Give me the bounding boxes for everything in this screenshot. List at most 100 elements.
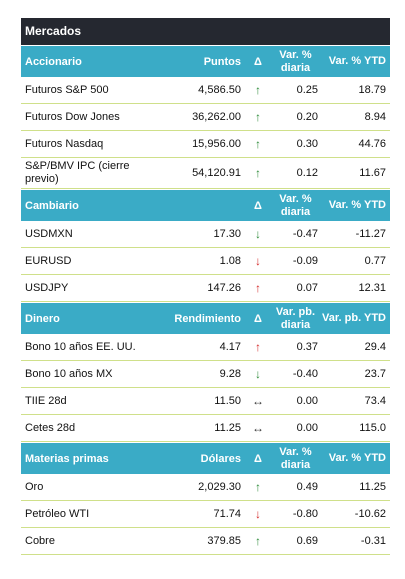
row-var-ytd: 29.4 [364,341,386,353]
row-value: 4,586.50 [198,84,241,96]
column-header-var-ytd: Var. pb. YTD [322,312,386,325]
row-var-ytd: 11.25 [359,481,386,493]
row-value: 54,120.91 [192,167,241,179]
row-var-ytd: 115.0 [359,422,386,434]
row-name: Futuros Nasdaq [25,137,104,150]
section-header: Materias primas Dólares Δ Var. % diaria Var.… [21,442,390,474]
table-row: TIIE 28d 11.50 ↔ 0.00 73.4 [21,388,390,415]
table-row: USDMXN 17.30 ↓ -0.47 -11.27 [21,221,390,248]
table-row: Cobre 379.85 ↑ 0.69 -0.31 [21,528,390,555]
row-var-daily: -0.09 [292,255,318,267]
trend-arrow-icon: ↓ [255,254,261,268]
section-header: Accionario Puntos Δ Var. % diaria Var. % YTD [21,45,390,77]
row-var-ytd: 0.77 [364,255,386,267]
table-row: Bono 10 años MX 9.28 ↓ -0.40 23.7 [21,361,390,388]
row-name: Cetes 28d [25,421,76,434]
row-var-ytd: 44.76 [358,138,386,150]
trend-arrow-icon: ↑ [255,110,261,124]
row-var-ytd: 11.67 [359,167,386,179]
trend-arrow-icon: ↔ [252,394,264,408]
column-header-delta: Δ [254,312,262,325]
section-header: Cambiario Δ Var. % diaria Var. % YTD [21,189,390,221]
trend-arrow-icon: ↑ [255,534,261,548]
trend-arrow-icon: ↑ [255,166,261,180]
trend-arrow-icon: ↑ [255,137,261,151]
row-value: 1.08 [219,255,241,267]
trend-arrow-icon: ↓ [255,227,261,241]
row-var-ytd: 8.94 [364,111,386,123]
row-value: 36,262.00 [192,111,241,123]
row-var-ytd: -10.62 [354,508,386,520]
row-name: Petróleo WTI [25,507,90,520]
row-value: 71.74 [213,508,241,520]
row-name: Futuros S&P 500 [25,83,109,96]
column-header-var-daily: Var. % diaria [279,49,312,74]
sections-container: Accionario Puntos Δ Var. % diaria Var. % YTD… [21,45,390,555]
table-row: Bono 10 años EE. UU. 4.17 ↑ 0.37 29.4 [21,334,390,361]
row-var-daily: 0.69 [296,535,318,547]
row-var-daily: 0.25 [296,84,318,96]
column-header-value: Puntos [203,55,241,68]
row-value: 9.28 [219,368,241,380]
row-var-ytd: -0.31 [360,535,386,547]
column-header-delta: Δ [254,55,262,68]
column-header-var-daily: Var. pb. diaria [275,306,316,331]
row-var-daily: -0.40 [292,368,318,380]
trend-arrow-icon: ↑ [255,340,261,354]
table-title: Mercados [21,18,390,45]
trend-arrow-icon: ↑ [255,480,261,494]
column-header-var-daily: Var. % diaria [279,193,312,218]
row-var-daily: 0.07 [296,282,318,294]
row-value: 11.50 [214,395,241,407]
row-var-daily: -0.47 [292,228,318,240]
section-header: Dinero Rendimiento Δ Var. pb. diaria Var. pb… [21,302,390,334]
trend-arrow-icon: ↓ [255,367,261,381]
column-header-delta: Δ [254,199,262,212]
row-var-ytd: 12.31 [358,282,386,294]
table-row: Oro 2,029.30 ↑ 0.49 11.25 [21,474,390,501]
row-var-ytd: -11.27 [355,228,386,240]
column-header-name: Materias primas [25,452,109,465]
row-name: Oro [25,480,44,493]
row-var-ytd: 23.7 [364,368,386,380]
row-name: USDJPY [25,281,69,294]
row-var-daily: 0.00 [296,395,318,407]
table-row: Futuros Nasdaq 15,956.00 ↑ 0.30 44.76 [21,131,390,158]
column-header-var-ytd: Var. % YTD [328,199,386,212]
column-header-var-daily: Var. % diaria [279,446,312,471]
row-var-ytd: 18.79 [358,84,386,96]
table-row: Petróleo WTI 71.74 ↓ -0.80 -10.62 [21,501,390,528]
column-header-var-ytd: Var. % YTD [328,452,386,465]
trend-arrow-icon: ↑ [255,83,261,97]
trend-arrow-icon: ↑ [255,281,261,295]
column-header-name: Cambiario [25,199,79,212]
row-var-ytd: 73.4 [364,395,386,407]
row-name: Futuros Dow Jones [25,110,120,123]
column-header-name: Dinero [25,312,60,325]
row-value: 4.17 [219,341,241,353]
row-value: 15,956.00 [192,138,241,150]
row-name: Cobre [25,534,55,547]
table-row: USDJPY 147.26 ↑ 0.07 12.31 [21,275,390,302]
column-header-value: Dólares [200,452,241,465]
row-name: Bono 10 años MX [25,367,113,380]
row-var-daily: 0.37 [296,341,318,353]
row-value: 379.85 [207,535,241,547]
row-var-daily: 0.00 [296,422,318,434]
column-header-value: Rendimiento [174,312,241,325]
row-var-daily: 0.12 [296,167,318,179]
table-row: Futuros S&P 500 4,586.50 ↑ 0.25 18.79 [21,77,390,104]
row-value: 17.30 [213,228,241,240]
row-name: TIIE 28d [25,394,67,407]
trend-arrow-icon: ↔ [252,421,264,435]
row-name: Bono 10 años EE. UU. [25,340,136,353]
table-row: Cetes 28d 11.25 ↔ 0.00 115.0 [21,415,390,442]
row-value: 11.25 [214,422,241,434]
table-row: S&P/BMV IPC (cierre previo) 54,120.91 ↑ 0.1… [21,158,390,189]
row-var-daily: 0.30 [296,138,318,150]
row-value: 2,029.30 [198,481,241,493]
markets-table: Mercados Accionario Puntos Δ Var. % diaria V… [21,18,390,555]
trend-arrow-icon: ↓ [255,507,261,521]
column-header-var-ytd: Var. % YTD [328,55,386,68]
row-var-daily: 0.20 [296,111,318,123]
